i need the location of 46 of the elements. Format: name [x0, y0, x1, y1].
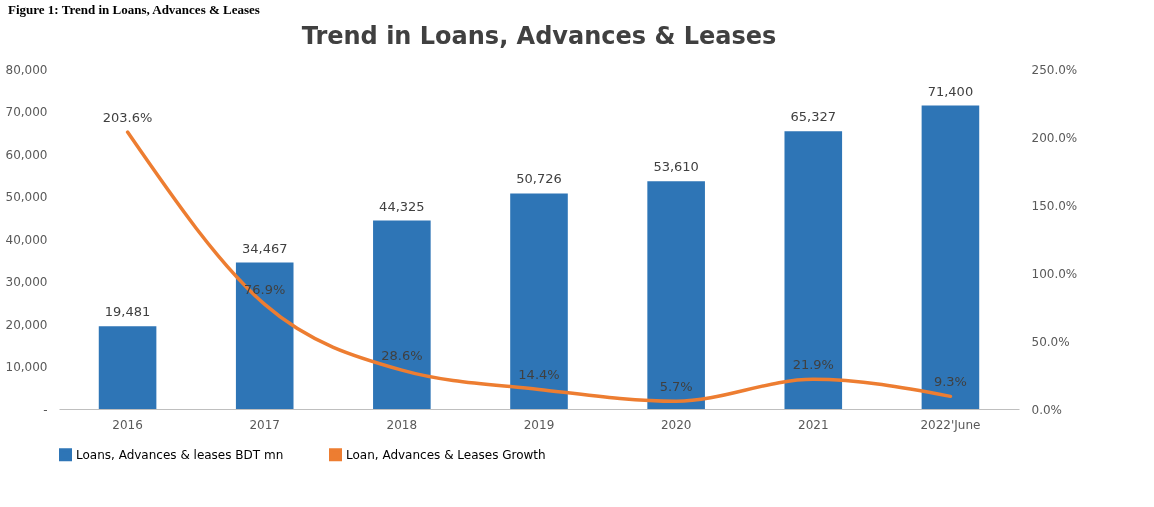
bar [373, 220, 431, 409]
data-label: 71,400 [927, 83, 974, 99]
y2-tick-label: 100.0% [1031, 266, 1078, 281]
bar [98, 326, 157, 409]
x-tick-label: 2017 [249, 417, 280, 432]
x-tick-label: 2022'June [920, 417, 981, 432]
data-label: 19,481 [104, 304, 151, 320]
legend-label: Loans, Advances & leases BDT mn [76, 447, 284, 462]
y2-tick-label: 0.0% [1031, 402, 1062, 417]
y-tick-label: 30,000 [5, 275, 48, 289]
data-label: 34,467 [241, 240, 288, 256]
data-label: 44,325 [379, 198, 425, 214]
y-tick-label: 70,000 [5, 105, 48, 119]
y-tick-label: 20,000 [5, 317, 48, 332]
x-tick-label: 2021 [798, 417, 829, 432]
chart-title: Trend in Loans, Advances & Leases [301, 22, 777, 50]
bar [921, 105, 980, 409]
data-label: 53,610 [653, 159, 699, 175]
data-label: 65,327 [790, 109, 837, 125]
y2-tick-label: 50.0% [1031, 334, 1070, 349]
data-label: 28.6% [381, 348, 423, 364]
data-label: 203.6% [102, 110, 153, 126]
x-tick-label: 2018 [386, 417, 418, 432]
bar [784, 131, 843, 409]
y-tick-label: 60,000 [5, 147, 48, 162]
caption: Figure 1: Trend in Loans, Advances & Leases [8, 2, 260, 17]
bar [510, 193, 568, 409]
x-tick-label: 2019 [523, 417, 555, 432]
y-tick-label: 40,000 [5, 232, 48, 247]
data-label: 14.4% [518, 367, 560, 383]
data-label: 50,726 [516, 171, 562, 187]
y2-tick-label: 250.0% [1031, 62, 1078, 77]
y-tick-label: 10,000 [5, 360, 48, 374]
x-tick-label: 2020 [660, 417, 692, 432]
y-tick-label: 50,000 [5, 190, 48, 204]
bar [235, 262, 294, 409]
legend-label: Loan, Advances & Leases Growth [346, 447, 546, 462]
y2-tick-label: 200.0% [1031, 130, 1078, 145]
y-tick-label: 80,000 [5, 62, 48, 77]
x-tick-label: 2016 [112, 417, 143, 432]
data-label: 21.9% [792, 357, 834, 373]
data-label: 9.3% [933, 374, 967, 390]
y2-tick-label: 150.0% [1031, 198, 1078, 213]
y-tick-label: - [43, 402, 48, 417]
data-label: 5.7% [659, 379, 693, 395]
bar [647, 181, 705, 409]
